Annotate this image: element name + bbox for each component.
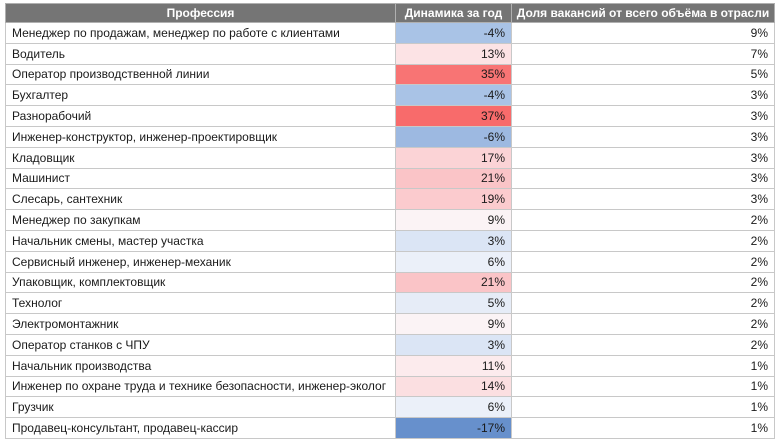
share-cell[interactable]: 1% xyxy=(511,396,775,419)
profession-cell[interactable]: Оператор станков с ЧПУ xyxy=(5,333,396,356)
profession-cell[interactable]: Начальник производства xyxy=(5,354,396,377)
profession-cell[interactable]: Электромонтажник xyxy=(5,313,396,335)
dynamics-cell[interactable]: -17% xyxy=(395,417,512,439)
profession-cell[interactable]: Сервисный инженер, инженер-механик xyxy=(5,250,396,273)
dynamics-cell[interactable]: 19% xyxy=(395,188,512,211)
table-row[interactable]: Сервисный инженер, инженер-механик 6% 2% xyxy=(5,250,775,273)
profession-cell[interactable]: Оператор производственной линии xyxy=(5,63,396,86)
table-row[interactable]: Машинист 21% 3% xyxy=(5,167,775,190)
table-row[interactable]: Упаковщик, комплектовщик 21% 2% xyxy=(5,271,775,294)
profession-table: Профессия Динамика за год Доля вакансий … xyxy=(5,3,775,439)
table-row[interactable]: Менеджер по закупкам 9% 2% xyxy=(5,209,775,231)
dynamics-cell[interactable]: 9% xyxy=(395,209,512,231)
share-cell[interactable]: 2% xyxy=(511,292,775,315)
profession-cell[interactable]: Технолог xyxy=(5,292,396,315)
profession-cell[interactable]: Слесарь, сантехник xyxy=(5,188,396,211)
share-cell[interactable]: 5% xyxy=(511,63,775,86)
table-row[interactable]: Оператор производственной линии 35% 5% xyxy=(5,63,775,86)
table-row[interactable]: Оператор станков с ЧПУ 3% 2% xyxy=(5,333,775,356)
share-cell[interactable]: 1% xyxy=(511,375,775,398)
dynamics-cell[interactable]: 37% xyxy=(395,105,512,127)
header-row: Профессия Динамика за год Доля вакансий … xyxy=(5,3,775,23)
table-row[interactable]: Грузчик 6% 1% xyxy=(5,396,775,419)
share-cell[interactable]: 3% xyxy=(511,105,775,127)
share-cell[interactable]: 3% xyxy=(511,84,775,107)
profession-cell[interactable]: Разнорабочий xyxy=(5,105,396,127)
profession-cell[interactable]: Бухгалтер xyxy=(5,84,396,107)
table-row[interactable]: Разнорабочий 37% 3% xyxy=(5,105,775,127)
dynamics-cell[interactable]: 11% xyxy=(395,354,512,377)
dynamics-cell[interactable]: -4% xyxy=(395,84,512,107)
table-row[interactable]: Водитель 13% 7% xyxy=(5,42,775,65)
dynamics-cell[interactable]: -6% xyxy=(395,125,512,148)
table-row[interactable]: Бухгалтер -4% 3% xyxy=(5,84,775,107)
table-row[interactable]: Начальник смены, мастер участка 3% 2% xyxy=(5,229,775,252)
share-cell[interactable]: 2% xyxy=(511,209,775,231)
table-row[interactable]: Менеджер по продажам, менеджер по работе… xyxy=(5,22,775,44)
header-dynamics[interactable]: Динамика за год xyxy=(395,3,512,23)
dynamics-cell[interactable]: 13% xyxy=(395,42,512,65)
table-row[interactable]: Начальник производства 11% 1% xyxy=(5,354,775,377)
profession-cell[interactable]: Кладовщик xyxy=(5,146,396,169)
table-row[interactable]: Продавец-консультант, продавец-кассир -17… xyxy=(5,417,775,439)
dynamics-cell[interactable]: 3% xyxy=(395,229,512,252)
dynamics-cell[interactable]: 3% xyxy=(395,333,512,356)
vacancy-table-sheet: Профессия Динамика за год Доля вакансий … xyxy=(5,3,775,439)
share-cell[interactable]: 9% xyxy=(511,22,775,44)
profession-cell[interactable]: Инженер по охране труда и технике безопа… xyxy=(5,375,396,398)
table-row[interactable]: Кладовщик 17% 3% xyxy=(5,146,775,169)
header-profession[interactable]: Профессия xyxy=(5,3,396,23)
share-cell[interactable]: 3% xyxy=(511,167,775,190)
profession-cell[interactable]: Начальник смены, мастер участка xyxy=(5,229,396,252)
table-row[interactable]: Электромонтажник 9% 2% xyxy=(5,313,775,335)
dynamics-cell[interactable]: 35% xyxy=(395,63,512,86)
profession-cell[interactable]: Менеджер по закупкам xyxy=(5,209,396,231)
share-cell[interactable]: 2% xyxy=(511,333,775,356)
dynamics-cell[interactable]: 5% xyxy=(395,292,512,315)
profession-cell[interactable]: Инженер-конструктор, инженер-проектировщ… xyxy=(5,125,396,148)
header-share[interactable]: Доля вакансий от всего объёма в отрасли xyxy=(511,3,775,23)
dynamics-cell[interactable]: 6% xyxy=(395,396,512,419)
dynamics-cell[interactable]: 21% xyxy=(395,167,512,190)
share-cell[interactable]: 7% xyxy=(511,42,775,65)
share-cell[interactable]: 2% xyxy=(511,250,775,273)
table-row[interactable]: Технолог 5% 2% xyxy=(5,292,775,315)
table-body: Менеджер по продажам, менеджер по работе… xyxy=(5,22,775,439)
profession-cell[interactable]: Упаковщик, комплектовщик xyxy=(5,271,396,294)
share-cell[interactable]: 1% xyxy=(511,417,775,439)
dynamics-cell[interactable]: -4% xyxy=(395,22,512,44)
profession-cell[interactable]: Машинист xyxy=(5,167,396,190)
profession-cell[interactable]: Водитель xyxy=(5,42,396,65)
dynamics-cell[interactable]: 17% xyxy=(395,146,512,169)
share-cell[interactable]: 3% xyxy=(511,188,775,211)
profession-cell[interactable]: Менеджер по продажам, менеджер по работе… xyxy=(5,22,396,44)
share-cell[interactable]: 3% xyxy=(511,146,775,169)
table-row[interactable]: Инженер по охране труда и технике безопа… xyxy=(5,375,775,398)
share-cell[interactable]: 2% xyxy=(511,271,775,294)
table-row[interactable]: Слесарь, сантехник 19% 3% xyxy=(5,188,775,211)
dynamics-cell[interactable]: 6% xyxy=(395,250,512,273)
profession-cell[interactable]: Грузчик xyxy=(5,396,396,419)
share-cell[interactable]: 1% xyxy=(511,354,775,377)
share-cell[interactable]: 2% xyxy=(511,229,775,252)
dynamics-cell[interactable]: 21% xyxy=(395,271,512,294)
table-row[interactable]: Инженер-конструктор, инженер-проектировщ… xyxy=(5,125,775,148)
profession-cell[interactable]: Продавец-консультант, продавец-кассир xyxy=(5,417,396,439)
dynamics-cell[interactable]: 14% xyxy=(395,375,512,398)
dynamics-cell[interactable]: 9% xyxy=(395,313,512,335)
share-cell[interactable]: 2% xyxy=(511,313,775,335)
share-cell[interactable]: 3% xyxy=(511,125,775,148)
